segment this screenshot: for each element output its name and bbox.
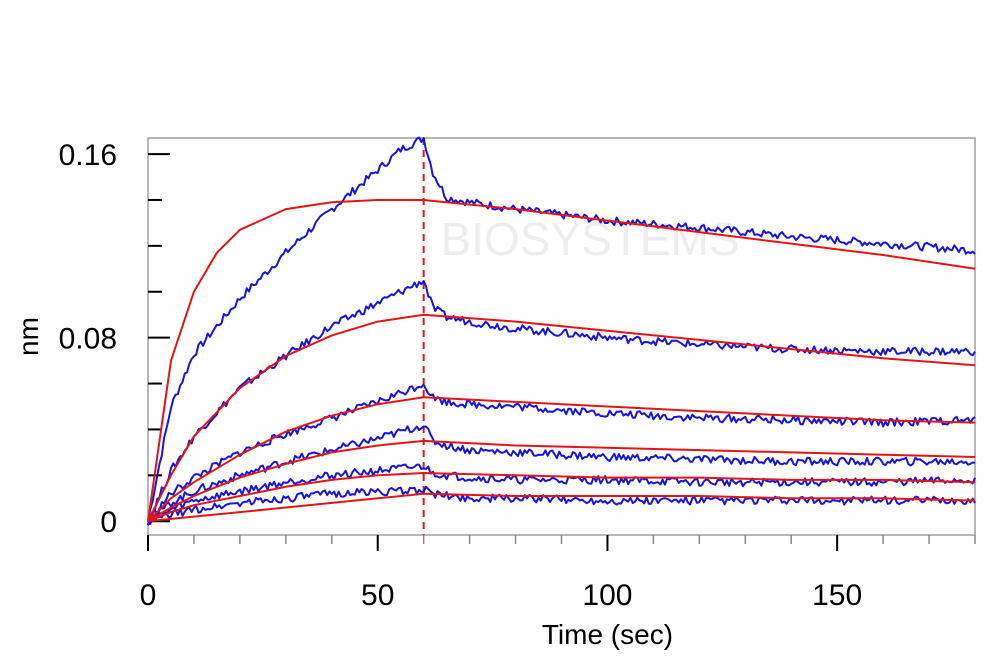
y-tick-label: 0 bbox=[100, 506, 117, 539]
x-tick-label: 100 bbox=[582, 579, 632, 612]
y-axis-title: nm bbox=[13, 317, 44, 356]
measured-curve bbox=[147, 279, 976, 526]
fit-curve bbox=[147, 492, 976, 523]
x-tick-label: 150 bbox=[812, 579, 862, 612]
x-tick-label: 0 bbox=[140, 579, 157, 612]
x-tick-label: 50 bbox=[361, 579, 394, 612]
fit-curve bbox=[147, 313, 976, 522]
measured-curve bbox=[147, 463, 976, 525]
measured-curve bbox=[147, 485, 976, 525]
series-lines bbox=[147, 136, 976, 526]
fit-curve bbox=[147, 472, 976, 523]
measured-curve bbox=[147, 383, 976, 522]
fit-curve bbox=[147, 199, 976, 522]
fit-curve bbox=[147, 439, 976, 523]
y-tick-label: 0.08 bbox=[59, 323, 117, 356]
x-axis-title: Time (sec) bbox=[542, 619, 673, 650]
fit-curve bbox=[147, 396, 976, 522]
axis-ticks bbox=[147, 153, 976, 551]
y-tick-label: 0.16 bbox=[59, 139, 117, 172]
tick-labels: 0 50 100 150 0 0.08 0.16 bbox=[59, 139, 863, 612]
